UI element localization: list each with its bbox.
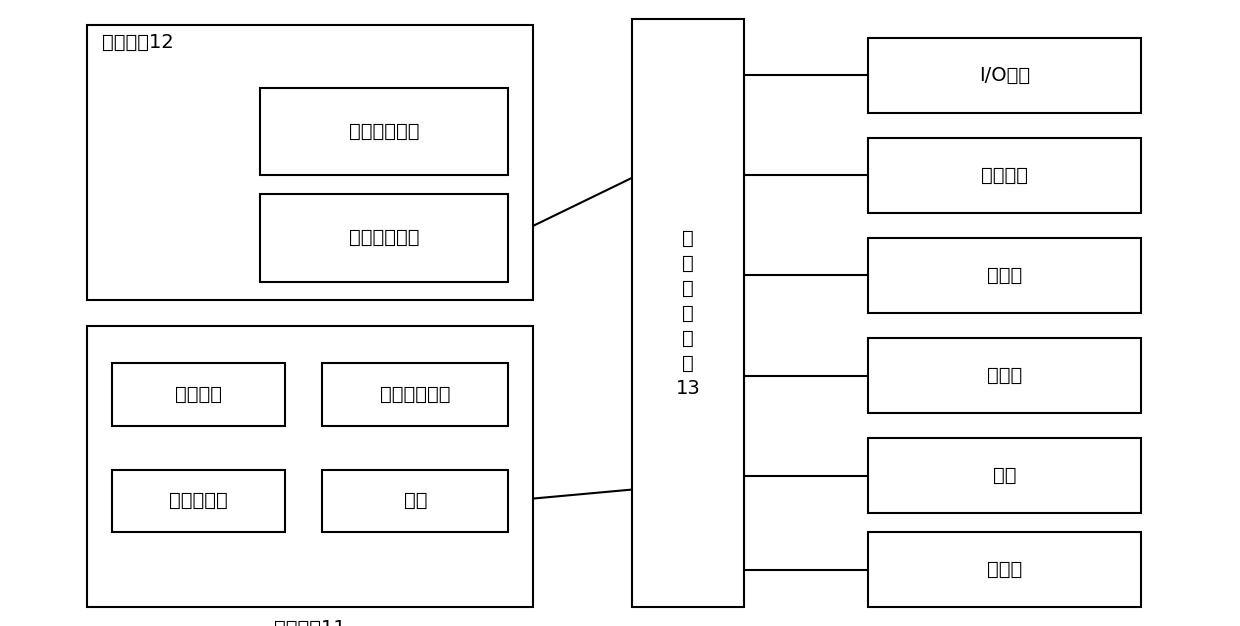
- Bar: [322, 470, 508, 532]
- Bar: [112, 470, 285, 532]
- Text: 服务器: 服务器: [987, 366, 1022, 385]
- Text: 通信组件12: 通信组件12: [102, 33, 174, 51]
- Bar: [87, 25, 533, 300]
- Text: 显示屏: 显示屏: [987, 560, 1022, 579]
- Text: 红外滤光片: 红外滤光片: [169, 491, 228, 510]
- Bar: [260, 194, 508, 282]
- Bar: [322, 363, 508, 426]
- Bar: [868, 438, 1141, 513]
- Bar: [87, 326, 533, 607]
- Bar: [632, 19, 744, 607]
- Bar: [868, 338, 1141, 413]
- Text: 无线接收装置: 无线接收装置: [350, 228, 419, 247]
- Text: 夹具: 夹具: [404, 491, 427, 510]
- Bar: [260, 88, 508, 175]
- Bar: [868, 138, 1141, 213]
- Text: 监控组件11: 监控组件11: [274, 618, 346, 626]
- Bar: [868, 238, 1141, 313]
- Bar: [112, 363, 285, 426]
- Text: 隔热壳体: 隔热壳体: [175, 385, 222, 404]
- Text: 红外检测装置: 红外检测装置: [381, 385, 450, 404]
- Text: 数
据
处
理
组
件
13: 数 据 处 理 组 件 13: [676, 228, 701, 398]
- Text: 无线发射装置: 无线发射装置: [350, 122, 419, 141]
- Text: 存储器: 存储器: [987, 266, 1022, 285]
- Bar: [868, 38, 1141, 113]
- Bar: [868, 532, 1141, 607]
- Text: I/O接口: I/O接口: [978, 66, 1030, 85]
- Text: 电源: 电源: [993, 466, 1016, 485]
- Text: 报警模块: 报警模块: [981, 166, 1028, 185]
